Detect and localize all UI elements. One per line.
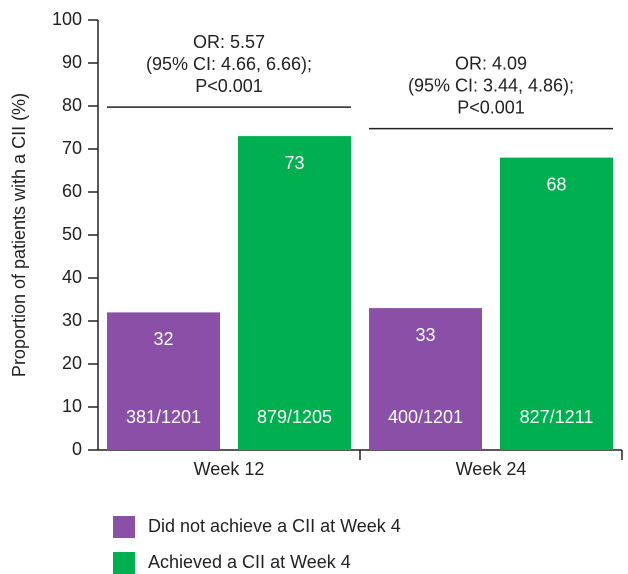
y-tick-label: 20 [62,353,82,373]
count-label: 827/1211 [520,407,594,427]
y-tick-label: 40 [62,267,82,287]
value-label: 73 [284,153,304,173]
count-label: 381/1201 [126,407,201,427]
value-label: 32 [153,329,173,349]
value-label: 68 [546,174,566,194]
legend-swatch [113,516,135,538]
y-tick-label: 10 [62,396,82,416]
y-tick-label: 60 [62,181,82,201]
legend-swatch [113,552,135,574]
y-tick-label: 50 [62,224,82,244]
y-tick-label: 30 [62,310,82,330]
bar [369,308,482,450]
count-label: 400/1201 [388,407,463,427]
annotation-line: (95% CI: 4.66, 6.66); [146,54,312,74]
y-axis-label: Proportion of patients with a CII (%) [9,93,29,377]
bar [238,136,351,450]
legend-label: Achieved a CII at Week 4 [148,552,351,572]
legend-label: Did not achieve a CII at Week 4 [148,516,401,536]
count-label: 879/1205 [257,407,332,427]
x-tick-label: Week 12 [194,459,265,479]
annotation-line: OR: 4.09 [455,53,527,73]
annotation-line: (95% CI: 3.44, 4.86); [408,75,574,95]
annotation-line: OR: 5.57 [193,32,265,52]
bar [107,312,220,450]
y-tick-label: 90 [62,52,82,72]
y-tick-label: 100 [52,9,82,29]
value-label: 33 [415,325,435,345]
bar [500,157,613,450]
annotation-line: P<0.001 [457,97,525,117]
annotation-line: P<0.001 [195,76,263,96]
x-tick-label: Week 24 [456,459,527,479]
y-tick-label: 70 [62,138,82,158]
y-tick-label: 0 [72,439,82,459]
y-tick-label: 80 [62,95,82,115]
